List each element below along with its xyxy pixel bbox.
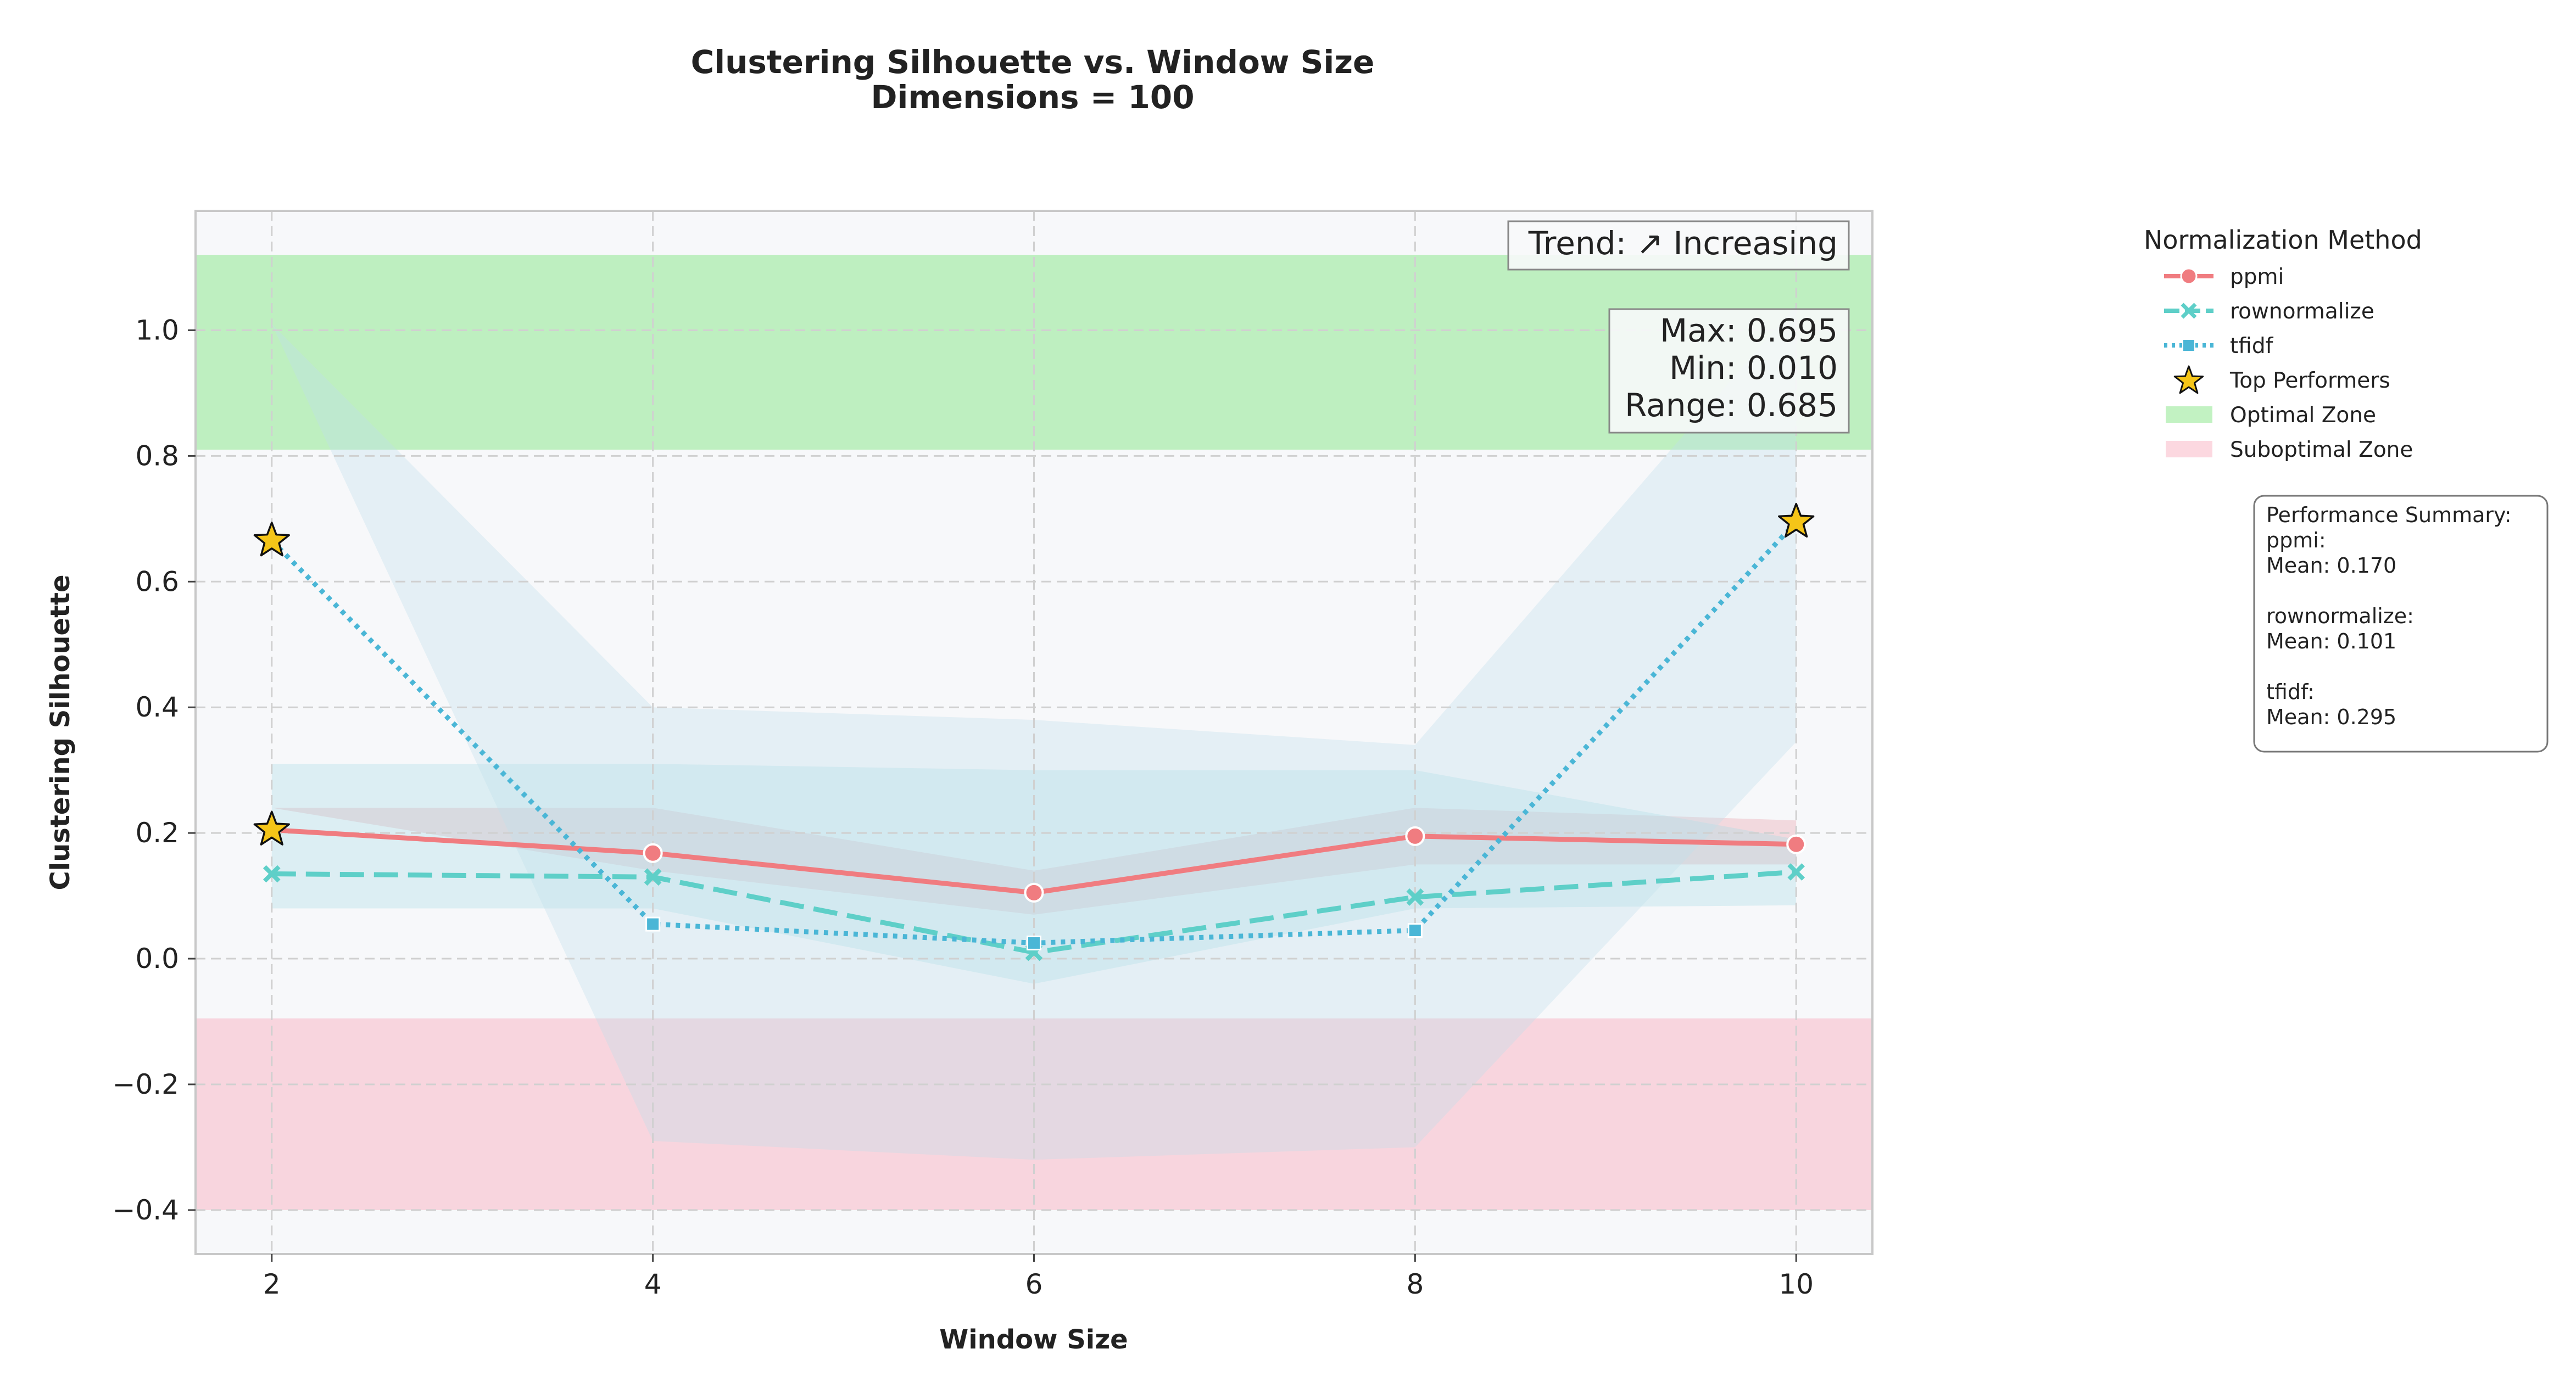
y-tick-label: 0.4 (135, 691, 179, 723)
ticks-layer: 2 4 6 8 10 1.0 0.8 0.6 0.4 0.2 0.0 −0.2 −0.4 (113, 314, 1814, 1300)
summary-line: tfidf: (2266, 680, 2315, 704)
top-performer-star (253, 522, 290, 557)
legend-label-top-performers: Top Performers (2229, 368, 2390, 393)
summary-lines: Performance Summary:ppmi:Mean: 0.170 rown… (2266, 503, 2512, 729)
stats-min: Min: 0.010 (1669, 349, 1838, 387)
legend-item-top-performers: Top Performers (2173, 365, 2390, 394)
point-tfidf (1407, 923, 1423, 938)
legend-star-shape (2173, 365, 2204, 394)
point-ppmi (1786, 834, 1806, 854)
top-performer-star (1778, 502, 1815, 538)
summary-line: rownormalize: (2266, 604, 2414, 628)
trend-text: Trend: ↗ Increasing (1528, 225, 1838, 262)
summary-line: Mean: 0.101 (2266, 629, 2396, 653)
point-rownormalize (1787, 863, 1805, 881)
stars-layer (253, 502, 1815, 846)
y-tick-label: −0.2 (113, 1068, 179, 1100)
x-tick-label: 8 (1406, 1268, 1424, 1300)
x-tick-label: 2 (263, 1268, 281, 1300)
point-rownormalize (1406, 888, 1424, 906)
point-tfidf (645, 916, 661, 932)
chart-subtitle: Dimensions = 100 (871, 79, 1194, 116)
legend-item-ppmi: ppmi (2164, 265, 2284, 289)
chart-title: Clustering Silhouette vs. Window Size (691, 43, 1375, 81)
legend-item-suboptimal-zone: Suboptimal Zone (2166, 438, 2413, 462)
point-rownormalize (263, 865, 281, 883)
x-tick-label: 10 (1778, 1268, 1814, 1300)
point-ppmi (1405, 826, 1425, 846)
y-tick-label: −0.4 (113, 1194, 179, 1226)
point-ppmi (1024, 882, 1044, 903)
summary-line: Mean: 0.170 (2266, 553, 2396, 578)
y-tick-label: 0.2 (135, 817, 179, 849)
legend-label-suboptimal-zone: Suboptimal Zone (2230, 438, 2413, 462)
legend-label-rownormalize: rownormalize (2230, 299, 2374, 324)
summary-box (2253, 495, 2549, 753)
y-tick-label: 0.8 (135, 440, 179, 472)
legend-item-tfidf: tfidf (2164, 334, 2274, 359)
legend-label-ppmi: ppmi (2230, 265, 2284, 289)
x-axis-label: Window Size (939, 1324, 1128, 1355)
top-performer-star (253, 810, 290, 846)
stats-box (1608, 308, 1850, 434)
legend-item-optimal-zone: Optimal Zone (2166, 403, 2376, 428)
grid-layer (196, 211, 1872, 1254)
legend-item-rownormalize: rownormalize (2164, 299, 2374, 324)
point-ppmi (643, 843, 663, 863)
star-icon (2173, 365, 2204, 394)
legend-label-optimal-zone: Optimal Zone (2230, 403, 2376, 428)
y-tick-label: 1.0 (135, 314, 179, 346)
legend: Normalization Method ppmi rownormalize t… (2144, 225, 2422, 462)
x-tick-label: 6 (1025, 1268, 1043, 1300)
x-tick-label: 4 (644, 1268, 662, 1300)
summary-line: Performance Summary: (2266, 503, 2512, 527)
trend-box (1507, 220, 1850, 271)
legend-label-tfidf: tfidf (2230, 334, 2274, 359)
band-tfidf (271, 305, 1797, 1160)
summary-line: ppmi: (2266, 528, 2326, 552)
stats-max: Max: 0.695 (1660, 312, 1838, 349)
y-tick-label: 0.6 (135, 566, 179, 597)
stats-range: Range: 0.685 (1625, 387, 1838, 424)
legend-title: Normalization Method (2144, 225, 2422, 255)
y-axis-label: Clustering Silhouette (45, 574, 76, 890)
point-tfidf (1027, 935, 1041, 950)
y-tick-label: 0.0 (135, 943, 179, 975)
point-rownormalize (644, 868, 662, 886)
summary-line: Mean: 0.295 (2266, 705, 2396, 729)
